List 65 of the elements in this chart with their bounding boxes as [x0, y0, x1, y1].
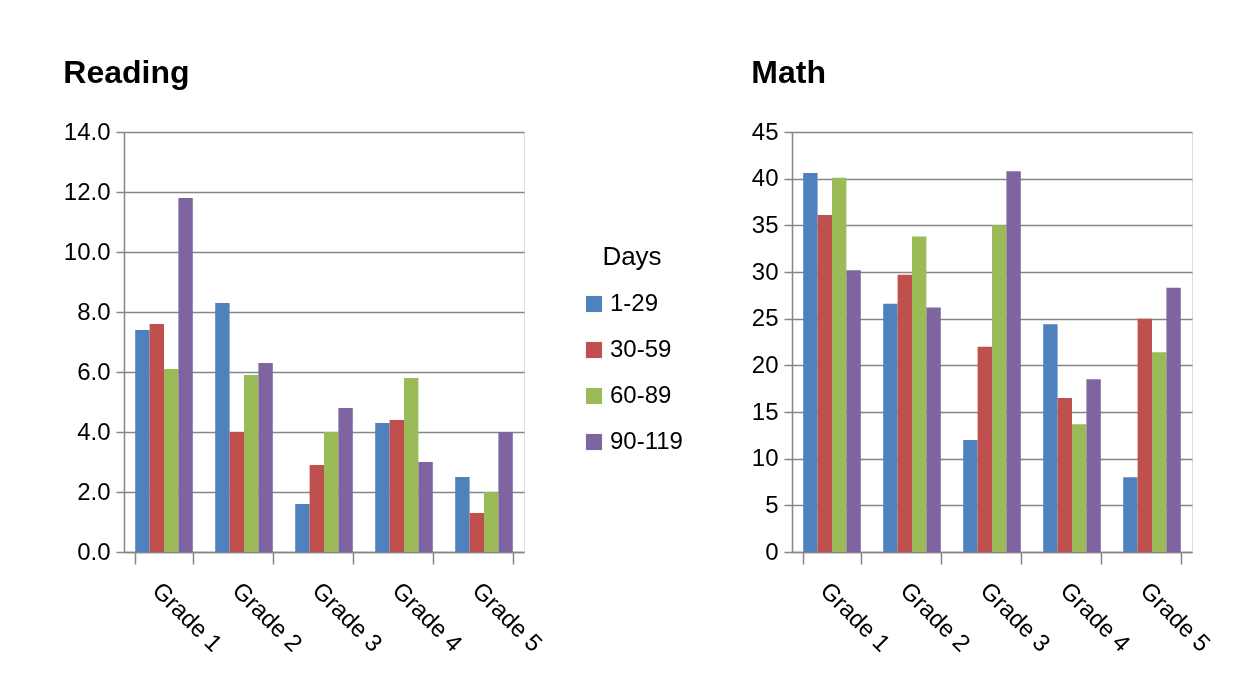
y-tick-label: 45	[751, 117, 779, 145]
bar	[455, 477, 470, 552]
y-tick-label: 10.0	[63, 237, 111, 265]
y-tick-label: 20	[751, 350, 779, 378]
bar	[912, 236, 927, 552]
y-tick-label: 25	[751, 304, 779, 332]
bar	[803, 173, 818, 552]
y-tick-label: 6.0	[77, 357, 111, 385]
bar	[846, 270, 861, 552]
bar	[229, 432, 244, 552]
bar	[926, 307, 941, 552]
bar	[1057, 398, 1072, 552]
bar	[1123, 477, 1138, 552]
bar	[295, 504, 310, 552]
bar	[1137, 318, 1152, 552]
y-tick-label: 15	[751, 397, 779, 425]
y-tick-label: 35	[751, 210, 779, 238]
legend-title: Days	[602, 241, 662, 271]
bar	[963, 440, 978, 552]
bar	[135, 330, 150, 552]
chart-title: Reading	[63, 54, 190, 90]
y-tick-label: 0.0	[77, 537, 111, 565]
y-tick-label: 2.0	[77, 477, 111, 505]
bar	[1086, 379, 1101, 552]
bar	[469, 513, 484, 552]
bar	[324, 432, 339, 552]
legend-label: 30-59	[610, 335, 672, 362]
y-tick-label: 8.0	[77, 297, 111, 325]
legend-label: 60-89	[610, 381, 672, 408]
bar	[338, 408, 353, 552]
bar	[244, 375, 259, 552]
bar	[1043, 324, 1058, 552]
bar	[258, 363, 273, 552]
y-tick-label: 12.0	[63, 177, 111, 205]
bar	[832, 177, 847, 552]
y-tick-label: 4.0	[77, 417, 111, 445]
y-tick-label: 10	[751, 444, 779, 472]
bar	[178, 198, 193, 552]
legend-label: 1-29	[610, 289, 659, 316]
bar	[1006, 171, 1021, 552]
bar	[164, 369, 179, 552]
legend-label: 90-119	[610, 427, 683, 454]
bar	[817, 215, 832, 552]
bar	[992, 225, 1007, 552]
chart-title: Math	[751, 54, 826, 90]
bar	[897, 274, 912, 552]
y-tick-label: 0	[765, 537, 779, 565]
bar	[977, 346, 992, 552]
bar	[484, 492, 499, 552]
bar	[149, 324, 164, 552]
y-tick-label: 5	[765, 490, 779, 518]
bar	[883, 303, 898, 552]
bar	[1166, 287, 1181, 552]
bar	[375, 423, 390, 552]
y-tick-label: 40	[751, 164, 779, 192]
bar	[389, 420, 404, 552]
bar	[498, 432, 513, 552]
y-tick-label: 30	[751, 257, 779, 285]
bar	[215, 303, 230, 552]
bar	[1072, 424, 1087, 552]
bar	[418, 462, 433, 552]
bar	[309, 465, 324, 552]
y-tick-label: 14.0	[63, 117, 111, 145]
bar	[404, 378, 419, 552]
bar	[1152, 352, 1167, 552]
